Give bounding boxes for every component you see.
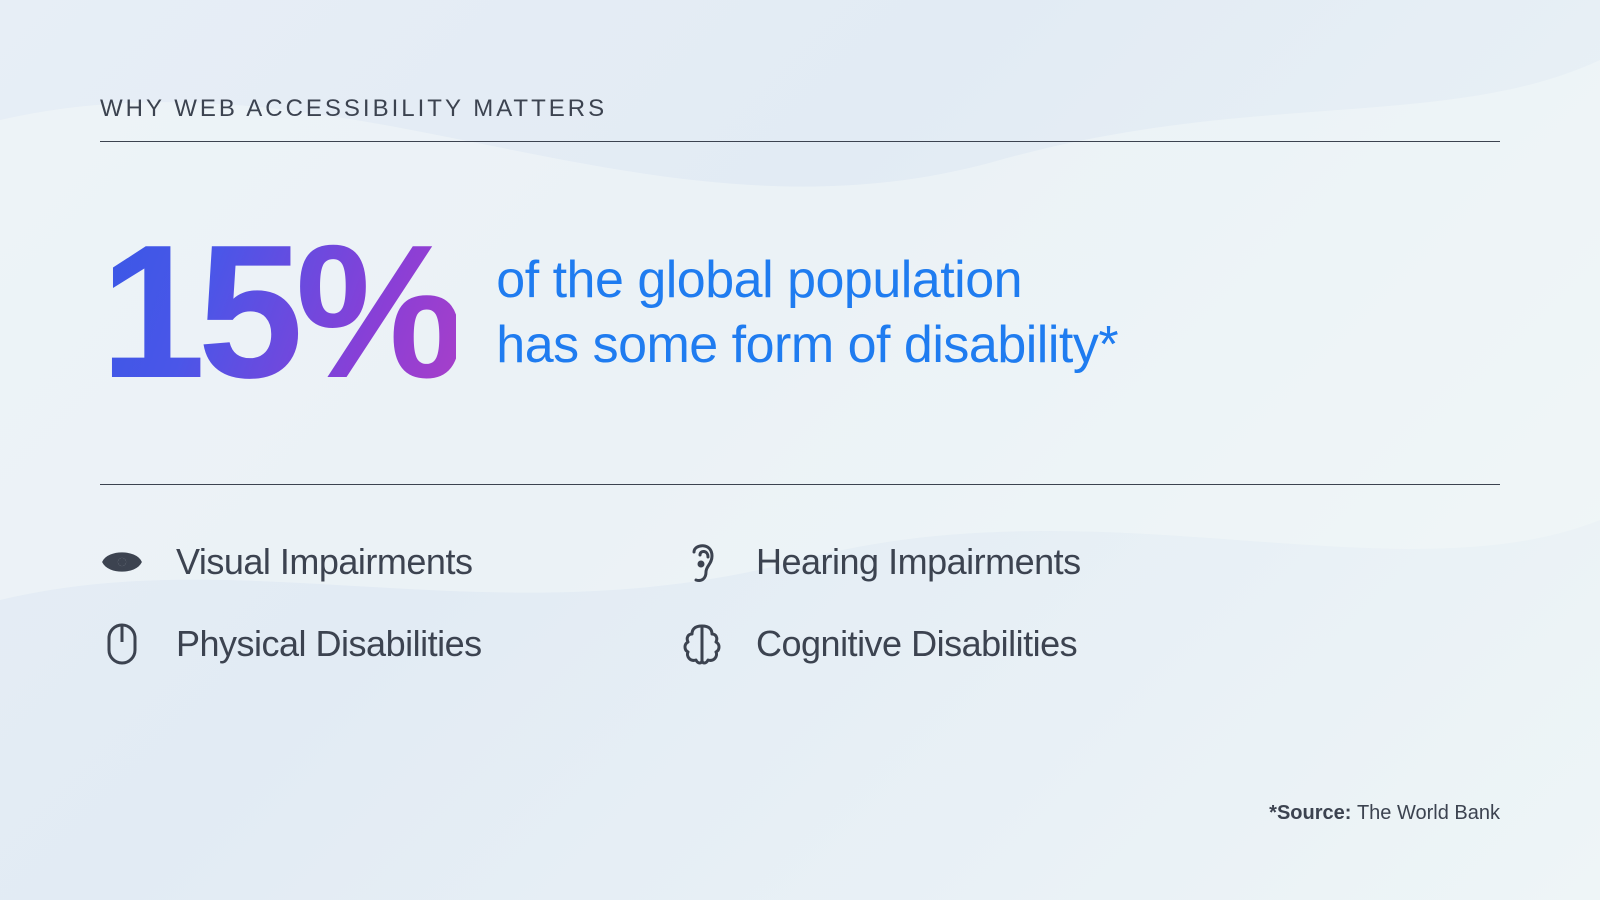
- category-physical: Physical Disabilities: [100, 622, 660, 666]
- source-prefix: *Source:: [1269, 802, 1357, 824]
- category-label: Physical Disabilities: [176, 623, 482, 665]
- categories-grid: Visual Impairments Hearing Impairments P…: [100, 540, 1500, 666]
- stat-desc-line2: has some form of disability*: [496, 316, 1118, 374]
- source-name: The World Bank: [1357, 802, 1500, 824]
- stat-description: of the global population has some form o…: [496, 248, 1118, 378]
- mid-rule: [100, 484, 1500, 485]
- category-hearing: Hearing Impairments: [680, 540, 1500, 584]
- source-citation: *Source: The World Bank: [1269, 802, 1500, 825]
- category-label: Hearing Impairments: [756, 541, 1081, 583]
- brain-icon: [680, 622, 724, 666]
- category-label: Visual Impairments: [176, 541, 472, 583]
- category-cognitive: Cognitive Disabilities: [680, 622, 1500, 666]
- category-label: Cognitive Disabilities: [756, 623, 1077, 665]
- category-visual: Visual Impairments: [100, 540, 660, 584]
- stat-block: 15% of the global population has some fo…: [100, 232, 1500, 394]
- mouse-icon: [100, 622, 144, 666]
- stat-desc-line1: of the global population: [496, 251, 1022, 309]
- slide-header-title: WHY WEB ACCESSIBILITY MATTERS: [100, 95, 1500, 141]
- eye-icon: [100, 540, 144, 584]
- big-stat-value: 15%: [100, 232, 456, 394]
- ear-icon: [680, 540, 724, 584]
- header-rule: [100, 141, 1500, 142]
- slide-content: WHY WEB ACCESSIBILITY MATTERS 15% of the…: [0, 0, 1600, 900]
